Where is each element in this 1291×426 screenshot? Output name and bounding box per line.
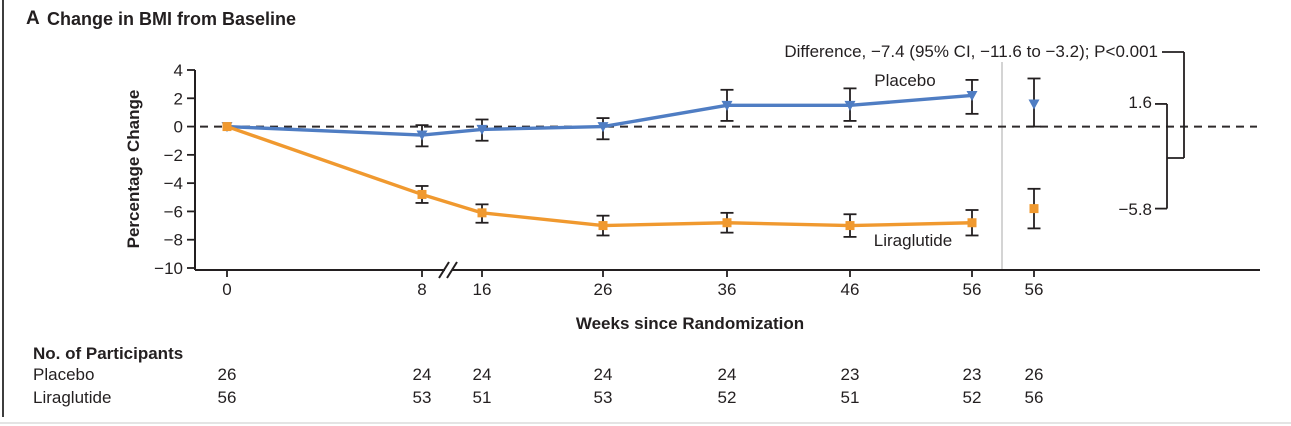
participant-count: 24 [717, 365, 737, 384]
x-tick-label: 46 [841, 280, 860, 299]
participant-count: 23 [840, 365, 860, 384]
placebo-marker [721, 100, 733, 111]
participant-count: 51 [840, 388, 860, 407]
participant-count: 26 [1024, 365, 1044, 384]
participant-count: 24 [412, 365, 432, 384]
x-axis-title: Weeks since Randomization [575, 314, 805, 333]
x-tick-label: 26 [594, 280, 613, 299]
difference-annotation: Difference, −7.4 (95% CI, −11.6 to −3.2)… [784, 42, 1158, 61]
participants-table-header: No. of Participants [33, 344, 184, 363]
participant-count: 53 [412, 388, 432, 407]
x-tick-label: 56 [963, 280, 982, 299]
panel-title: Change in BMI from Baseline [47, 9, 297, 29]
participant-count: 23 [962, 365, 982, 384]
placebo-marker [476, 124, 488, 135]
placebo-curve-label: Placebo [874, 71, 936, 90]
placebo-line [225, 93, 974, 137]
liraglutide-marker [1029, 204, 1039, 214]
participant-count: 52 [962, 388, 982, 407]
y-tick-label: −8 [164, 231, 183, 250]
y-tick-label: −2 [164, 146, 183, 165]
x-tick-label: 8 [417, 280, 426, 299]
x-tick-label: 0 [222, 280, 231, 299]
y-tick-label: 2 [174, 89, 183, 108]
liraglutide-marker [845, 221, 855, 231]
participant-count: 26 [217, 365, 237, 384]
participants-row-label-liraglutide: Liraglutide [33, 388, 112, 407]
x-tick-label: 16 [473, 280, 492, 299]
liraglutide-marker [477, 208, 487, 218]
y-tick-label: 0 [174, 118, 183, 137]
participant-count: 51 [472, 388, 492, 407]
end-value-placebo: 1.6 [1128, 93, 1152, 112]
placebo-marker [416, 130, 428, 141]
participant-count: 56 [217, 388, 237, 407]
x-tick-label-observed: 56 [1025, 280, 1044, 299]
y-tick-label: −10 [154, 259, 183, 278]
liraglutide-marker [598, 221, 608, 231]
participants-row-label-placebo: Placebo [33, 365, 95, 384]
liraglutide-line [225, 124, 974, 228]
y-tick-label: 4 [174, 61, 183, 80]
liraglutide-marker [222, 122, 232, 132]
panel-bottom-border [0, 422, 1291, 424]
participant-count: 52 [717, 388, 737, 407]
liraglutide-marker [417, 189, 427, 199]
participant-count: 53 [593, 388, 613, 407]
axis-break-slash [446, 261, 458, 279]
y-tick-label: −6 [164, 202, 183, 221]
participant-count: 24 [593, 365, 613, 384]
panel-left-border [2, 0, 4, 417]
y-axis-title: Percentage Change [124, 89, 143, 249]
y-tick-label: −4 [164, 174, 183, 193]
liraglutide-curve-label: Liraglutide [873, 231, 953, 250]
participant-count: 56 [1024, 388, 1044, 407]
placebo-marker [1028, 99, 1040, 110]
participant-count: 24 [472, 365, 492, 384]
panel-letter: A [26, 8, 40, 29]
x-tick-label: 36 [718, 280, 737, 299]
placebo-marker [844, 100, 856, 111]
liraglutide-marker [967, 218, 977, 228]
axis-break-slash [438, 261, 450, 279]
end-value-liraglutide: −5.8 [1118, 200, 1152, 219]
placebo-marker [966, 90, 978, 101]
placebo-marker [597, 122, 609, 133]
liraglutide-marker [722, 218, 732, 228]
